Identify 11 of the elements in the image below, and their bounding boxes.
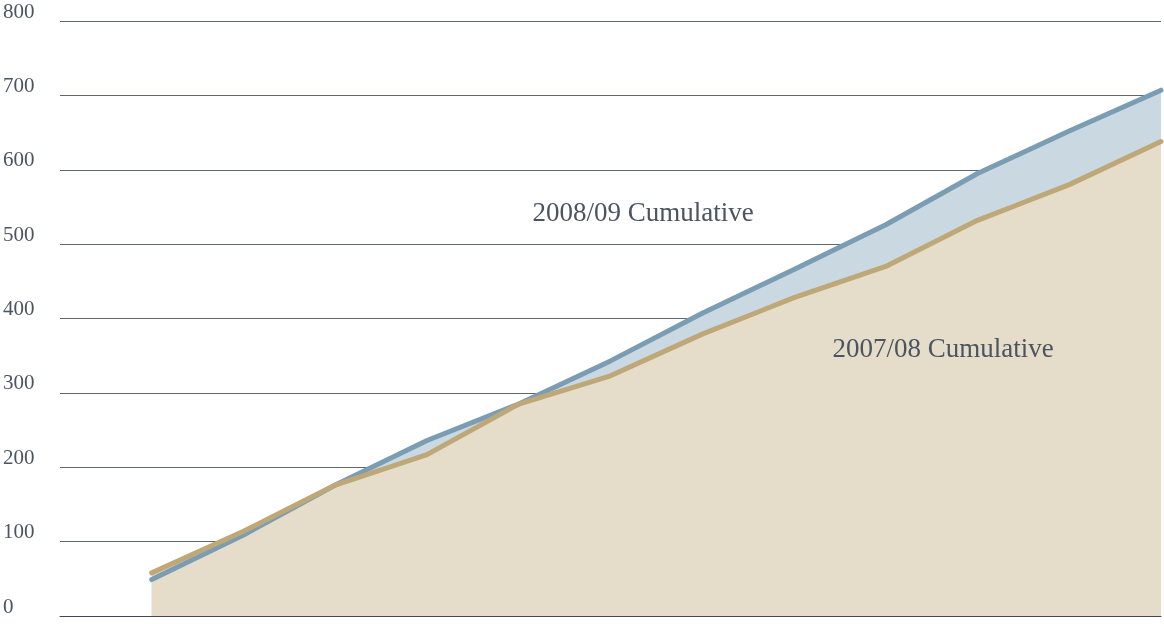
text: 2008/09 Cumulative xyxy=(532,197,754,227)
y-tick-label: 400 xyxy=(3,296,35,320)
y-tick-label: 0 xyxy=(3,593,14,618)
y-tick-label: 600 xyxy=(3,147,35,172)
y-tick-label: 300 xyxy=(3,370,35,395)
y-tick-label: 500 xyxy=(3,221,35,246)
y-tick-label: 700 xyxy=(3,72,35,97)
series-label: 2007/08 Cumulative xyxy=(832,333,1054,363)
y-tick-label: 100 xyxy=(3,519,35,544)
y-tick-label: 800 xyxy=(3,0,35,23)
y-tick-label: 200 xyxy=(3,444,35,469)
